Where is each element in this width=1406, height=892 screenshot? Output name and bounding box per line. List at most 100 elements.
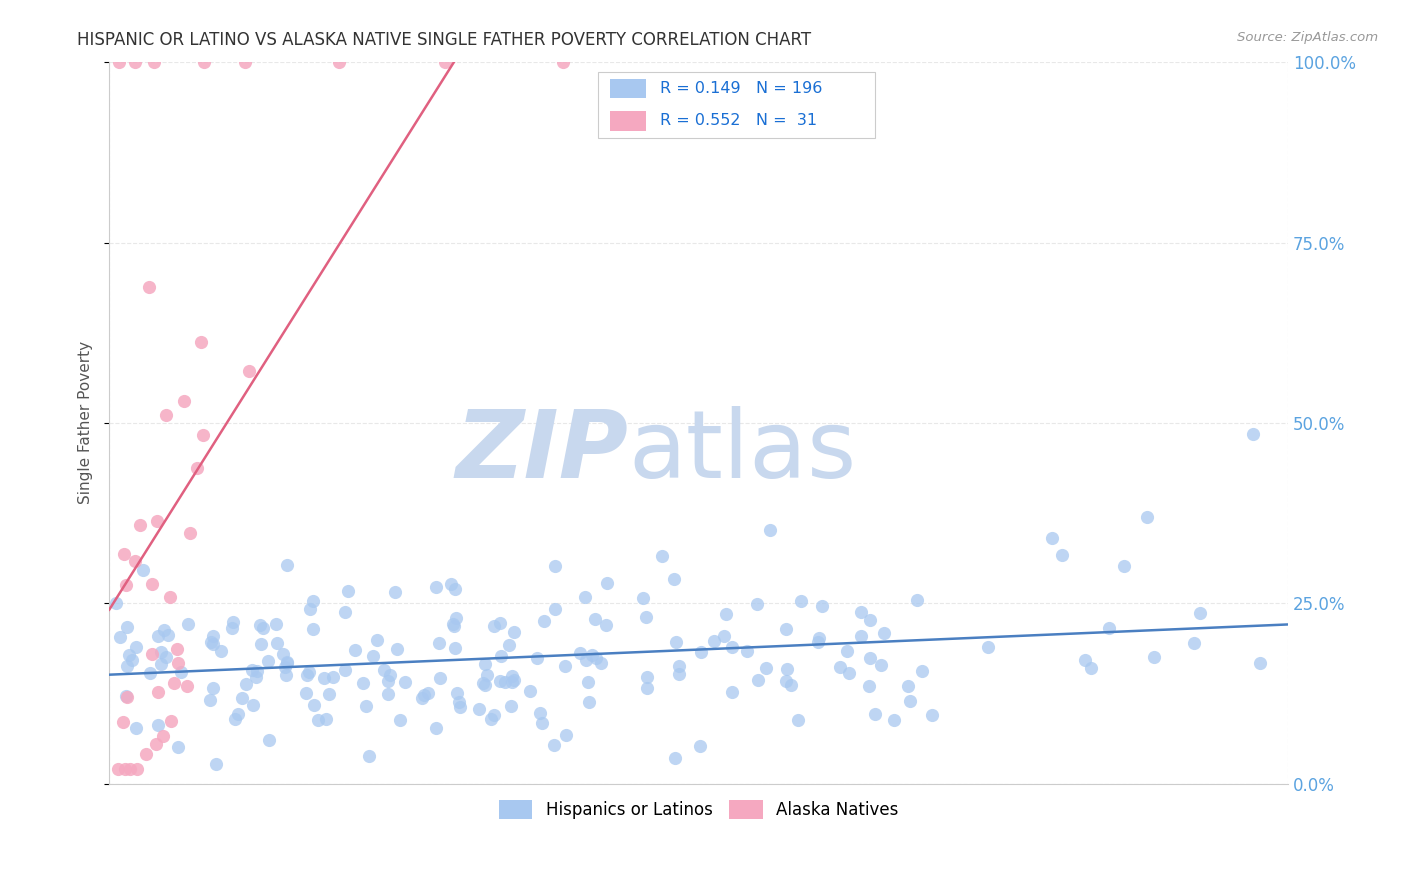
Point: [838, 665, 860, 680]
Point: [1188, 607, 1211, 621]
Point: [501, 675, 523, 690]
Point: [366, 632, 388, 647]
Point: [713, 629, 735, 643]
Point: [443, 619, 465, 633]
Point: [139, 666, 162, 681]
Point: [315, 713, 337, 727]
Point: [555, 728, 578, 742]
Point: [689, 739, 711, 753]
Point: [245, 670, 267, 684]
Point: [468, 702, 491, 716]
Point: [755, 661, 778, 675]
Point: [551, 55, 574, 70]
Point: [209, 644, 232, 658]
Point: [384, 584, 406, 599]
Point: [138, 280, 160, 294]
Point: [235, 677, 257, 691]
Point: [121, 653, 143, 667]
Point: [425, 580, 447, 594]
Point: [307, 713, 329, 727]
Point: [702, 634, 724, 648]
Point: [322, 670, 344, 684]
Point: [250, 637, 273, 651]
Point: [883, 713, 905, 727]
Point: [631, 591, 654, 606]
Point: [858, 680, 880, 694]
Point: [276, 655, 298, 669]
Point: [787, 713, 810, 727]
Point: [343, 643, 366, 657]
Point: [333, 663, 356, 677]
Point: [115, 689, 138, 703]
Text: ZIP: ZIP: [456, 406, 628, 498]
Point: [444, 582, 467, 596]
Point: [115, 620, 138, 634]
Point: [434, 55, 457, 70]
Point: [502, 625, 524, 640]
Point: [721, 640, 744, 654]
Point: [441, 616, 464, 631]
Point: [276, 656, 298, 670]
Point: [921, 707, 943, 722]
Point: [314, 671, 336, 685]
Point: [583, 612, 606, 626]
Point: [776, 662, 799, 676]
Point: [173, 394, 195, 409]
Point: [141, 577, 163, 591]
Point: [568, 646, 591, 660]
Point: [416, 686, 439, 700]
Point: [354, 698, 377, 713]
Point: [440, 577, 463, 591]
Point: [233, 55, 256, 70]
Point: [143, 55, 166, 70]
Point: [205, 757, 228, 772]
Point: [179, 525, 201, 540]
Point: [249, 617, 271, 632]
Point: [449, 695, 471, 709]
Point: [226, 707, 249, 722]
Point: [849, 605, 872, 619]
Point: [589, 656, 612, 670]
Point: [1040, 532, 1063, 546]
Point: [266, 635, 288, 649]
Point: [117, 659, 139, 673]
Point: [145, 514, 167, 528]
Point: [191, 428, 214, 442]
Point: [114, 762, 136, 776]
Point: [1182, 636, 1205, 650]
Point: [668, 658, 690, 673]
Point: [484, 618, 506, 632]
Point: [202, 637, 225, 651]
Point: [201, 629, 224, 643]
Point: [585, 650, 607, 665]
Point: [155, 408, 177, 422]
Point: [257, 733, 280, 747]
Point: [595, 617, 617, 632]
Point: [155, 650, 177, 665]
FancyBboxPatch shape: [599, 71, 876, 138]
Point: [118, 648, 141, 662]
Point: [112, 547, 135, 561]
Point: [1135, 509, 1157, 524]
Point: [444, 640, 467, 655]
FancyBboxPatch shape: [610, 78, 645, 98]
Point: [898, 693, 921, 707]
Point: [107, 55, 129, 70]
Point: [471, 676, 494, 690]
Point: [149, 657, 172, 671]
FancyBboxPatch shape: [610, 112, 645, 131]
Point: [295, 668, 318, 682]
Point: [335, 605, 357, 619]
Point: [115, 690, 138, 705]
Point: [501, 669, 523, 683]
Point: [531, 715, 554, 730]
Point: [543, 601, 565, 615]
Point: [554, 659, 576, 673]
Point: [163, 676, 186, 690]
Point: [1142, 650, 1164, 665]
Point: [135, 747, 157, 761]
Point: [107, 762, 129, 776]
Point: [810, 599, 832, 614]
Point: [578, 695, 600, 709]
Point: [302, 622, 325, 636]
